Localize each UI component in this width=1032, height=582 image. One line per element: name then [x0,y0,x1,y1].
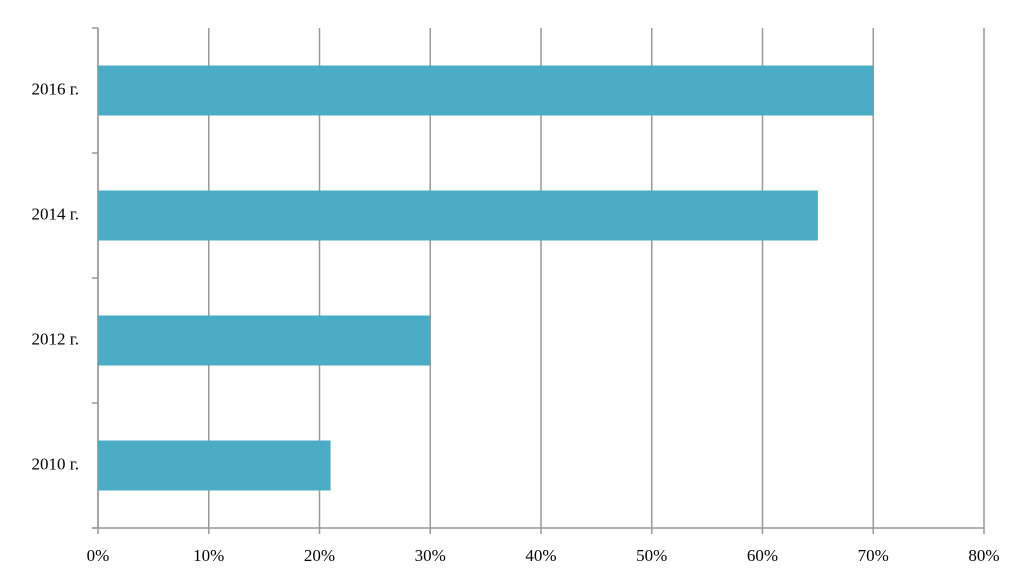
bar [98,440,331,491]
x-tick-label: 30% [415,546,446,565]
x-tick-label: 80% [968,546,999,565]
x-tick-label: 70% [858,546,889,565]
y-tick-label: 2016 г. [31,79,79,98]
y-tick-label: 2014 г. [31,204,79,223]
x-tick-label: 20% [304,546,335,565]
x-tick-label: 10% [193,546,224,565]
x-tick-label: 40% [525,546,556,565]
bar [98,315,431,366]
y-tick-label: 2010 г. [31,454,79,473]
x-tick-label: 60% [747,546,778,565]
x-tick-label: 50% [636,546,667,565]
x-tick-label: 0% [87,546,110,565]
bar [98,65,874,116]
y-tick-label: 2012 г. [31,329,79,348]
bar [98,190,818,241]
